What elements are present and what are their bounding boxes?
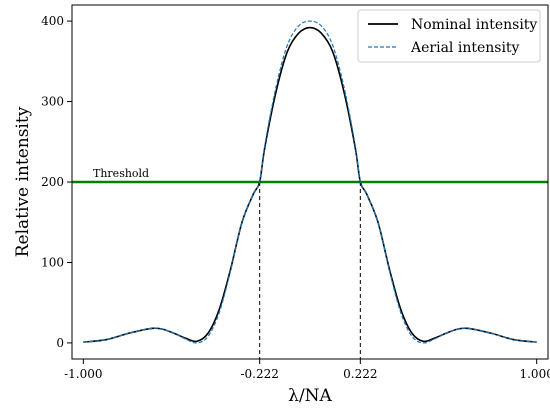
- x-tick-label-1: -0.222: [240, 367, 278, 381]
- x-tick-label-3: 1.000: [519, 367, 550, 381]
- threshold-label: Threshold: [93, 167, 149, 180]
- x-tick-label-0: -1.000: [64, 367, 102, 381]
- legend-box: [357, 9, 541, 63]
- y-tick-label-4: 400: [41, 14, 64, 28]
- y-tick-label-3: 300: [41, 95, 64, 109]
- x-tick-label-2: 0.222: [343, 367, 377, 381]
- legend-label-nominal: Nominal intensity: [411, 17, 537, 33]
- y-tick-label-1: 100: [41, 255, 64, 269]
- legend-label-aerial: Aerial intensity: [410, 40, 520, 56]
- y-axis-label: Relative intensity: [13, 106, 33, 257]
- x-axis-label: λ/NA: [288, 386, 332, 406]
- chart-axes: 0 100 200 300 400 -1.000 -0.222 0.222 1.000: [41, 14, 550, 381]
- chart-marks: Threshold: [72, 20, 548, 359]
- series-line-nominal-intensity: [83, 26, 537, 343]
- y-tick-label-0: 0: [56, 336, 64, 350]
- y-tick-label-2: 200: [41, 175, 64, 189]
- legend: Nominal intensity Aerial intensity: [357, 9, 541, 63]
- series-line-aerial-intensity: [83, 20, 537, 344]
